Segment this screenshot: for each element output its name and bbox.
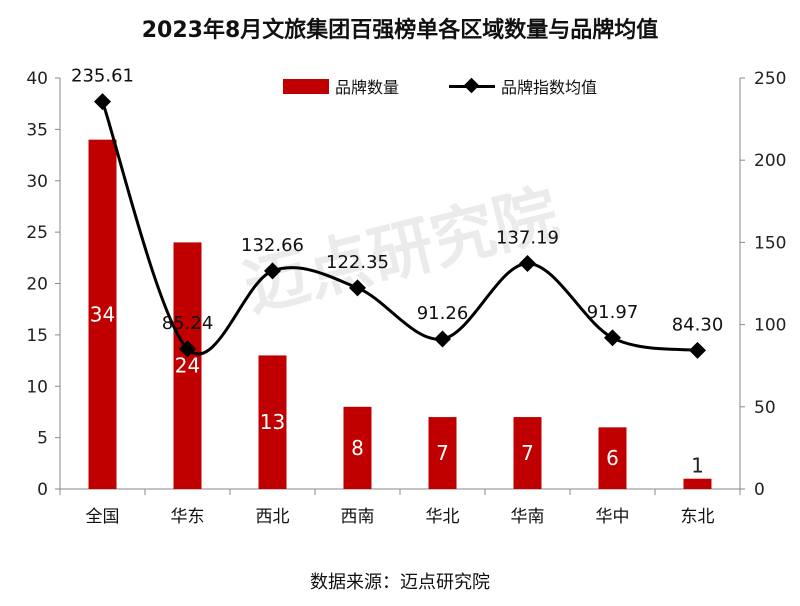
bar-value-label: 7 — [436, 441, 449, 465]
line-marker-1 — [94, 93, 111, 111]
line-marker-3 — [264, 262, 281, 280]
line-value-label: 137.19 — [496, 227, 559, 248]
y-left-tick-label: 30 — [26, 172, 48, 192]
line-value-label: 132.66 — [241, 235, 304, 256]
bar-3 — [258, 355, 287, 489]
y-left-tick-label: 25 — [26, 223, 48, 243]
line-marker-6 — [519, 254, 536, 272]
line-marker-7 — [604, 329, 621, 347]
line-marker-2 — [179, 340, 196, 358]
x-tick-label: 华中 — [596, 507, 630, 527]
y-left-tick-label: 20 — [26, 275, 48, 295]
bar-2 — [173, 242, 202, 489]
y-left-tick-label: 0 — [37, 480, 48, 500]
line-value-label: 122.35 — [326, 252, 389, 273]
bar-5 — [428, 417, 457, 489]
bar-value-label: 13 — [260, 410, 285, 434]
line-value-label: 84.30 — [672, 314, 724, 335]
y-right-tick-label: 150 — [754, 233, 786, 253]
x-tick-label: 华东 — [171, 507, 205, 527]
legend-line-label: 品牌指数均值 — [501, 78, 598, 97]
y-right-tick-label: 0 — [754, 480, 765, 500]
line-value-label: 91.97 — [587, 302, 639, 323]
bar-value-label: 6 — [606, 446, 619, 470]
legend: 品牌数量 品牌指数均值 — [283, 74, 597, 98]
chart-title: 2023年8月文旅集团百强榜单各区域数量与品牌均值 — [141, 18, 659, 43]
y-right-tick-label: 200 — [754, 151, 786, 171]
line-series — [101, 101, 698, 356]
x-tick-label: 华北 — [426, 507, 460, 527]
legend-line-swatch — [449, 77, 496, 94]
bar-value-label: 34 — [90, 302, 115, 326]
bar-6 — [513, 417, 542, 489]
x-tick-label: 华南 — [511, 507, 545, 527]
bar-value-label: 1 — [691, 454, 704, 478]
legend-bar-label: 品牌数量 — [335, 78, 400, 97]
y-left-tick-label: 35 — [26, 120, 48, 140]
legend-bar-swatch — [283, 78, 329, 94]
bar-1 — [88, 139, 117, 489]
bar-value-label: 8 — [351, 436, 364, 460]
bar-value-label: 24 — [175, 354, 200, 378]
y-right-tick-label: 100 — [754, 316, 786, 336]
y-right-tick-label: 50 — [754, 398, 776, 418]
y-left-tick-label: 5 — [37, 429, 48, 449]
line-value-label: 85.24 — [162, 313, 214, 334]
source-note: 数据来源：迈点研究院 — [310, 572, 490, 593]
bar-8 — [683, 478, 712, 489]
x-tick-label: 东北 — [681, 507, 715, 527]
bar-value-label: 7 — [521, 441, 534, 465]
bar-4 — [343, 406, 372, 489]
y-left-tick-label: 10 — [26, 377, 48, 397]
line-marker-5 — [434, 330, 451, 348]
y-left-tick-label: 15 — [26, 326, 48, 346]
line-value-label: 91.26 — [417, 303, 469, 324]
y-left-tick-label: 40 — [26, 69, 48, 89]
x-tick-label: 全国 — [86, 507, 120, 527]
y-right-tick-label: 250 — [754, 69, 786, 89]
line-marker-4 — [349, 279, 366, 297]
line-marker-8 — [689, 341, 706, 359]
bar-7 — [598, 427, 627, 489]
line-value-label: 235.61 — [71, 66, 134, 87]
x-tick-label: 西南 — [341, 507, 375, 527]
x-tick-label: 西北 — [256, 507, 290, 527]
